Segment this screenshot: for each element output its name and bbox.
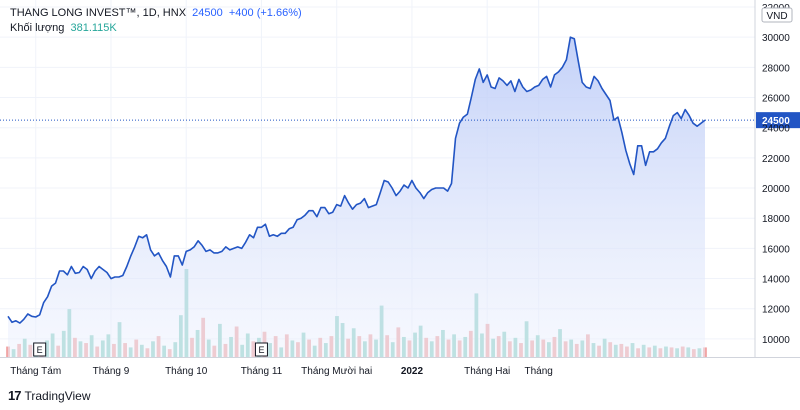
earnings-event-marker	[254, 342, 268, 357]
y-tick-label: 30000	[762, 33, 790, 44]
x-tick-label: Tháng 10	[165, 366, 208, 377]
last-price-line: 24500	[0, 112, 800, 129]
currency-tag	[761, 7, 793, 23]
volume-value: 381.115K	[70, 22, 117, 34]
earnings-event-label: E	[37, 345, 43, 355]
symbol-title[interactable]: THANG LONG INVEST™, 1D, HNX	[10, 7, 187, 19]
volume-header: Khối lượng 381.115K	[10, 22, 117, 34]
x-tick-label: Tháng 9	[93, 366, 130, 377]
y-tick-label: 22000	[762, 154, 790, 165]
earnings-event-label: E	[258, 345, 264, 355]
currency-label: VND	[766, 11, 787, 22]
last-price: 24500	[192, 7, 223, 19]
y-tick-label: 12000	[762, 305, 790, 316]
tradingview-brand[interactable]: 17 TradingView	[8, 388, 91, 403]
x-tick-label: Tháng Mười hai	[301, 366, 372, 377]
earnings-event-marker	[33, 342, 47, 357]
price-change: +400 (+1.66%)	[228, 7, 302, 19]
axes: 10000 12000 14000 16000 18000 20000 22000 24000…	[0, 0, 800, 377]
price-area-fill	[8, 37, 705, 357]
y-tick-label: 24000	[762, 124, 790, 135]
y-tick-label: 16000	[762, 244, 790, 255]
y-tick-label: 14000	[762, 275, 790, 286]
y-tick-label: 26000	[762, 94, 790, 105]
price-line	[7, 36, 706, 324]
last-price-tag	[756, 112, 800, 129]
brand-name: TradingView	[24, 388, 91, 403]
x-tick-label: Tháng	[524, 366, 552, 377]
x-tick-label: Tháng Tám	[10, 366, 61, 377]
y-tick-label: 20000	[762, 184, 790, 195]
price-area	[7, 36, 706, 357]
y-tick-label: 18000	[762, 214, 790, 225]
x-tick-label: 2022	[401, 366, 424, 377]
x-tick-label: Tháng 11	[241, 366, 283, 377]
symbol-header: THANG LONG INVEST™, 1D, HNX 24500 +400 (…	[10, 7, 302, 19]
y-tick-label: 28000	[762, 63, 790, 74]
tradingview-logo-icon: 17	[8, 388, 22, 403]
last-price-tag-label: 24500	[762, 116, 790, 127]
y-tick-label: 10000	[762, 335, 790, 346]
volume-label[interactable]: Khối lượng	[10, 22, 65, 34]
x-tick-label: Tháng Hai	[464, 366, 510, 377]
